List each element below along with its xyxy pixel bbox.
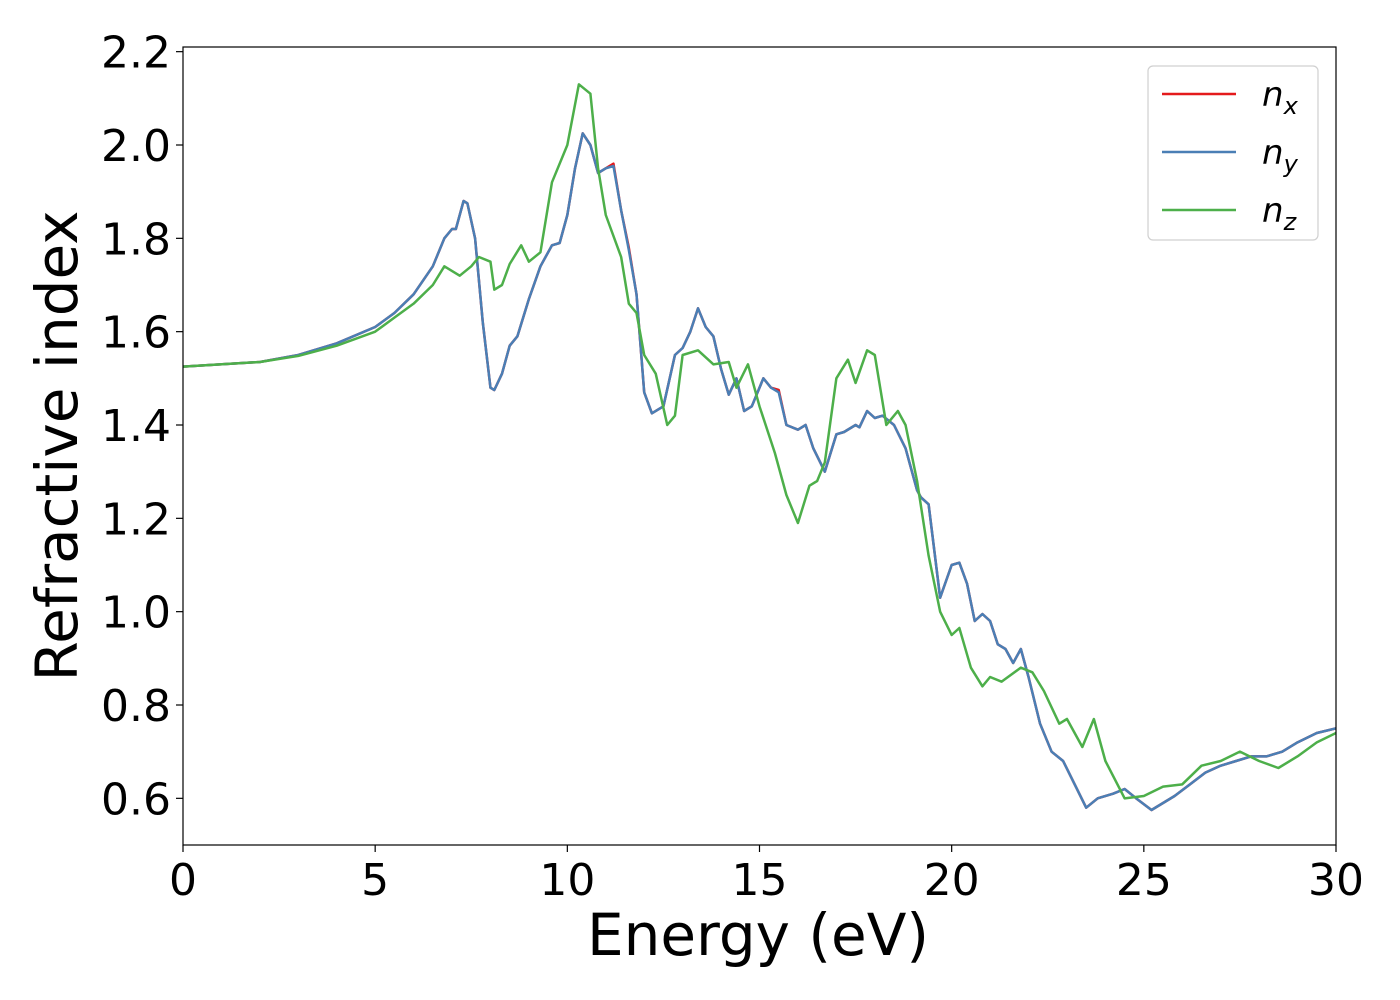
y-tick-label: 1.2 bbox=[101, 494, 171, 545]
x-tick-label: 5 bbox=[361, 855, 389, 906]
y-tick-label: 1.8 bbox=[101, 214, 171, 265]
x-tick-label: 10 bbox=[539, 855, 595, 906]
legend-label: ny bbox=[1262, 133, 1299, 178]
x-tick-label: 30 bbox=[1308, 855, 1364, 906]
y-tick-label: 1.4 bbox=[101, 401, 171, 452]
y-tick-label: 0.8 bbox=[101, 681, 171, 732]
data-line bbox=[183, 83, 1336, 800]
plot-frame bbox=[182, 46, 1337, 846]
y-tick-label: 1.0 bbox=[101, 588, 171, 639]
x-tick-label: 15 bbox=[732, 855, 788, 906]
x-axis-label: Energy (eV) bbox=[587, 901, 929, 969]
data-line bbox=[183, 132, 1336, 812]
y-tick-label: 2.0 bbox=[101, 121, 171, 172]
y-tick-label: 2.2 bbox=[101, 28, 171, 79]
x-tick-label: 25 bbox=[1116, 855, 1172, 906]
y-axis-label: Refractive index bbox=[23, 210, 91, 681]
x-tick-label: 20 bbox=[924, 855, 980, 906]
y-tick-label: 0.6 bbox=[101, 774, 171, 825]
legend-label: nx bbox=[1262, 75, 1299, 120]
x-tick-label: 0 bbox=[169, 855, 197, 906]
y-tick-label: 1.6 bbox=[101, 308, 171, 359]
legend-label: nz bbox=[1262, 191, 1298, 236]
legend: nx ny nz bbox=[1147, 65, 1319, 241]
